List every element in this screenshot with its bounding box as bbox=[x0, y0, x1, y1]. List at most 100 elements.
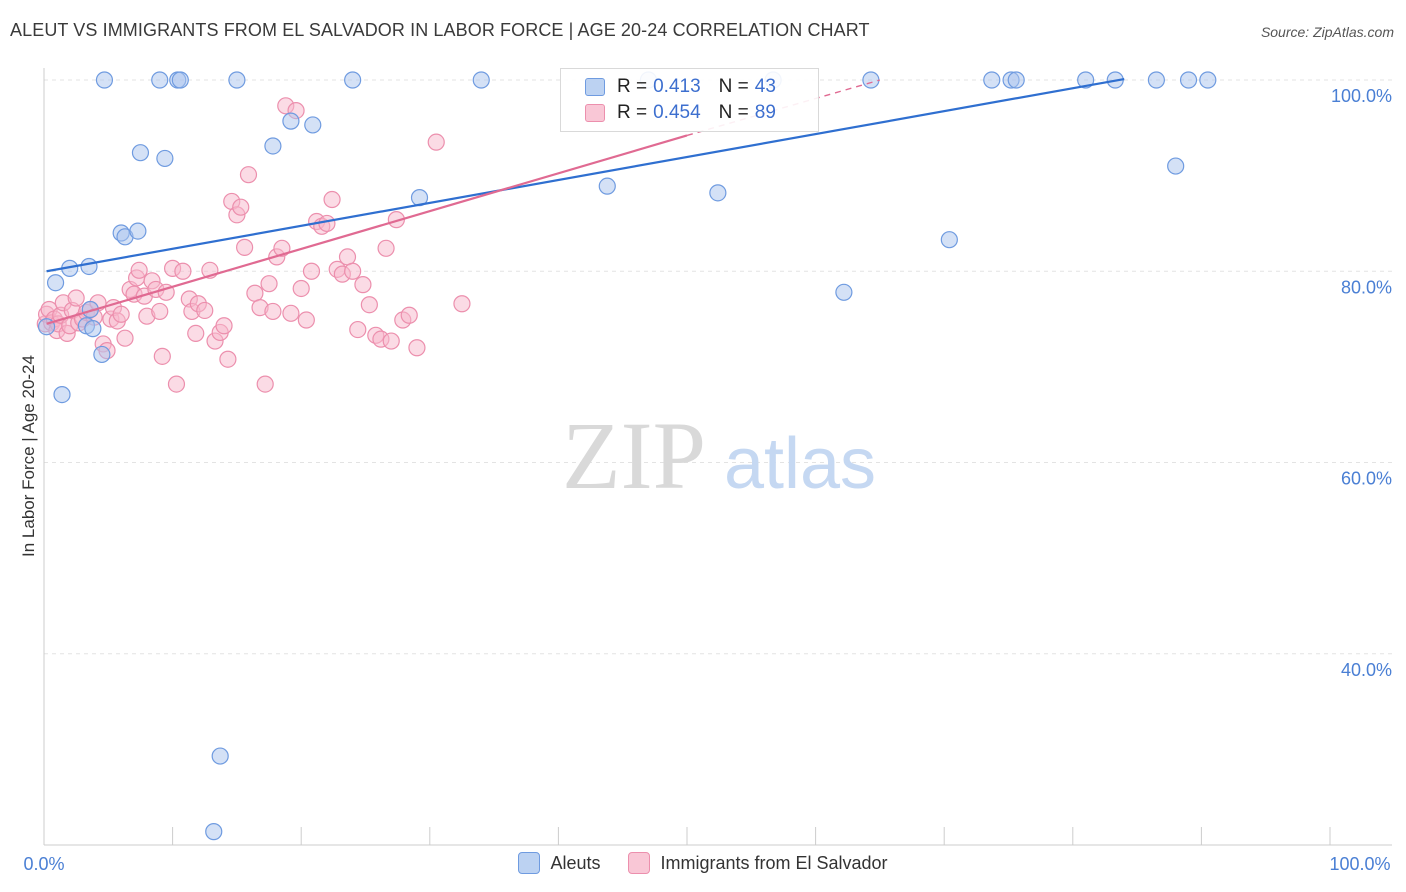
salvador-point bbox=[377, 239, 395, 257]
grid-lines bbox=[44, 79, 1392, 655]
aleut-point bbox=[983, 71, 1001, 89]
aleuts-trend-line bbox=[46, 77, 1125, 273]
aleut-point bbox=[228, 71, 246, 89]
aleut-point bbox=[472, 71, 490, 89]
aleut-point bbox=[129, 222, 147, 240]
legend-r-label: R = bbox=[617, 76, 648, 97]
aleut-point bbox=[131, 144, 150, 162]
aleut-point bbox=[1147, 71, 1165, 89]
aleut-point bbox=[1179, 71, 1198, 89]
salvador-point bbox=[116, 329, 134, 347]
legend-swatch-aleuts bbox=[585, 78, 605, 96]
salvador-point bbox=[153, 347, 171, 365]
salvador-point bbox=[246, 284, 264, 302]
y-axis-label: In Labor Force | Age 20-24 bbox=[19, 355, 38, 557]
salvador-point bbox=[151, 302, 169, 321]
salvador-point bbox=[338, 248, 357, 266]
watermark-atlas: atlas bbox=[724, 424, 876, 504]
correlation-legend: R = 0.413 N = 43 R = 0.454 N = 89 bbox=[560, 68, 819, 132]
aleut-point bbox=[264, 137, 282, 155]
watermark: ZIP atlas bbox=[562, 402, 876, 509]
salvador-point bbox=[318, 214, 336, 233]
aleut-point bbox=[835, 283, 853, 301]
legend-r-value: 0.454 bbox=[653, 102, 701, 123]
x-tick-label: 0.0% bbox=[23, 854, 64, 874]
salvador-point bbox=[349, 320, 367, 339]
x-tick-label: 100.0% bbox=[1329, 854, 1390, 874]
salvador-point bbox=[302, 262, 321, 280]
legend-swatch-aleuts bbox=[518, 852, 541, 874]
legend-n-value: 89 bbox=[754, 102, 776, 123]
legend-item-salvador[interactable]: Immigrants from El Salvador bbox=[628, 852, 888, 874]
aleut-point bbox=[211, 747, 229, 765]
aleut-point bbox=[151, 71, 169, 89]
aleut-point bbox=[171, 71, 189, 89]
salvador-point bbox=[215, 317, 233, 335]
aleut-point bbox=[598, 177, 616, 195]
salvador-point bbox=[453, 295, 471, 313]
legend-row-salvador: R = 0.454 N = 89 bbox=[585, 101, 776, 125]
aleut-point bbox=[282, 112, 300, 130]
aleut-point bbox=[84, 320, 102, 338]
aleut-point bbox=[862, 71, 880, 89]
legend-label-salvador: Immigrants from El Salvador bbox=[660, 852, 888, 873]
aleut-point bbox=[95, 71, 114, 89]
salvador-point bbox=[187, 324, 205, 343]
salvador-point bbox=[264, 302, 282, 321]
aleut-point bbox=[344, 71, 362, 89]
salvador-point bbox=[260, 275, 278, 293]
salvador-point bbox=[167, 375, 186, 393]
salvador-point bbox=[382, 332, 400, 350]
series-legend: Aleuts Immigrants from El Salvador bbox=[0, 852, 1406, 874]
legend-r-value: 0.413 bbox=[653, 76, 701, 97]
salvador-point bbox=[427, 133, 445, 151]
aleut-point bbox=[53, 386, 71, 404]
salvador-point bbox=[344, 262, 362, 280]
y-tick-label: 80.0% bbox=[1341, 277, 1392, 297]
aleut-point bbox=[304, 116, 322, 134]
aleut-point bbox=[205, 823, 223, 841]
legend-item-aleuts[interactable]: Aleuts bbox=[518, 852, 600, 874]
aleut-point bbox=[156, 149, 174, 168]
aleut-point bbox=[1199, 71, 1217, 89]
legend-n-label: N = bbox=[718, 76, 749, 97]
salvador-point bbox=[232, 198, 250, 216]
salvador-point bbox=[236, 238, 254, 256]
salvador-point bbox=[400, 306, 418, 324]
salvador-point bbox=[282, 304, 300, 322]
aleut-point bbox=[709, 184, 727, 202]
data-points bbox=[36, 71, 1217, 841]
aleut-point bbox=[1167, 157, 1185, 175]
salvador-point bbox=[323, 190, 341, 209]
salvador-point bbox=[219, 350, 237, 368]
aleut-point bbox=[93, 345, 111, 364]
salvador-point bbox=[360, 296, 378, 314]
salvador-point bbox=[297, 311, 315, 329]
chart-title: ALEUT VS IMMIGRANTS FROM EL SALVADOR IN … bbox=[10, 20, 870, 40]
aleut-point bbox=[1007, 71, 1025, 89]
legend-swatch-salvador bbox=[585, 104, 605, 122]
salvador-point bbox=[174, 262, 192, 280]
salvador-point bbox=[130, 261, 148, 279]
aleut-point bbox=[80, 257, 98, 276]
aleut-point bbox=[1077, 71, 1095, 89]
salvador-point bbox=[67, 289, 85, 307]
legend-n-label: N = bbox=[718, 102, 749, 123]
legend-row-aleuts: R = 0.413 N = 43 bbox=[585, 75, 776, 99]
axes bbox=[43, 68, 1392, 846]
aleut-point bbox=[940, 231, 958, 249]
tick-labels: 40.0% 60.0% 80.0% 100.0% 0.0% 100.0% bbox=[23, 86, 1392, 874]
source-label: Source: ZipAtlas.com bbox=[1260, 24, 1394, 40]
salvador-point bbox=[292, 279, 310, 298]
salvador-point bbox=[196, 301, 214, 320]
salvador-point bbox=[354, 276, 372, 294]
y-tick-label: 40.0% bbox=[1341, 660, 1392, 680]
aleut-point bbox=[46, 274, 65, 292]
legend-swatch-salvador bbox=[628, 852, 651, 874]
salvador-point bbox=[408, 339, 426, 357]
salvador-point bbox=[256, 375, 274, 393]
salvador-trend-line bbox=[46, 134, 688, 325]
legend-r-label: R = bbox=[617, 102, 648, 123]
legend-label-aleuts: Aleuts bbox=[550, 852, 601, 873]
